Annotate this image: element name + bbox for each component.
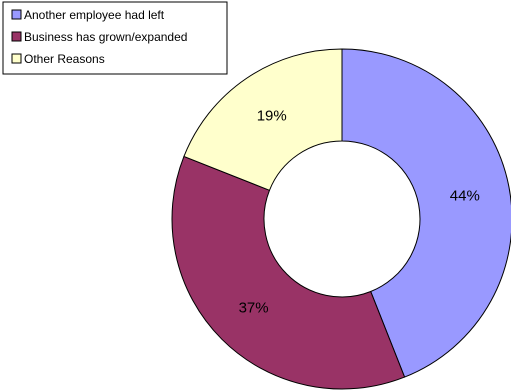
- legend-swatch-another-employee: [11, 9, 22, 20]
- legend-swatch-other-reasons: [11, 53, 22, 64]
- label-another-employee: 44%: [450, 188, 480, 205]
- label-other-reasons: 19%: [257, 108, 287, 125]
- legend: Another employee had left Business has g…: [2, 1, 228, 75]
- legend-label-another-employee: Another employee had left: [24, 8, 165, 22]
- data-labels: 44% 37% 19%: [239, 108, 480, 317]
- legend-label-business-grown: Business has grown/expanded: [24, 30, 187, 44]
- label-business-grown: 37%: [239, 299, 269, 316]
- legend-box: [2, 1, 228, 75]
- donut-slices: [171, 48, 511, 390]
- legend-label-other-reasons: Other Reasons: [24, 52, 105, 66]
- slice-business-grown: [171, 155, 406, 390]
- slice-another-employee: [341, 48, 511, 378]
- slice-other-reasons: [183, 48, 343, 191]
- legend-swatch-business-grown: [11, 31, 22, 42]
